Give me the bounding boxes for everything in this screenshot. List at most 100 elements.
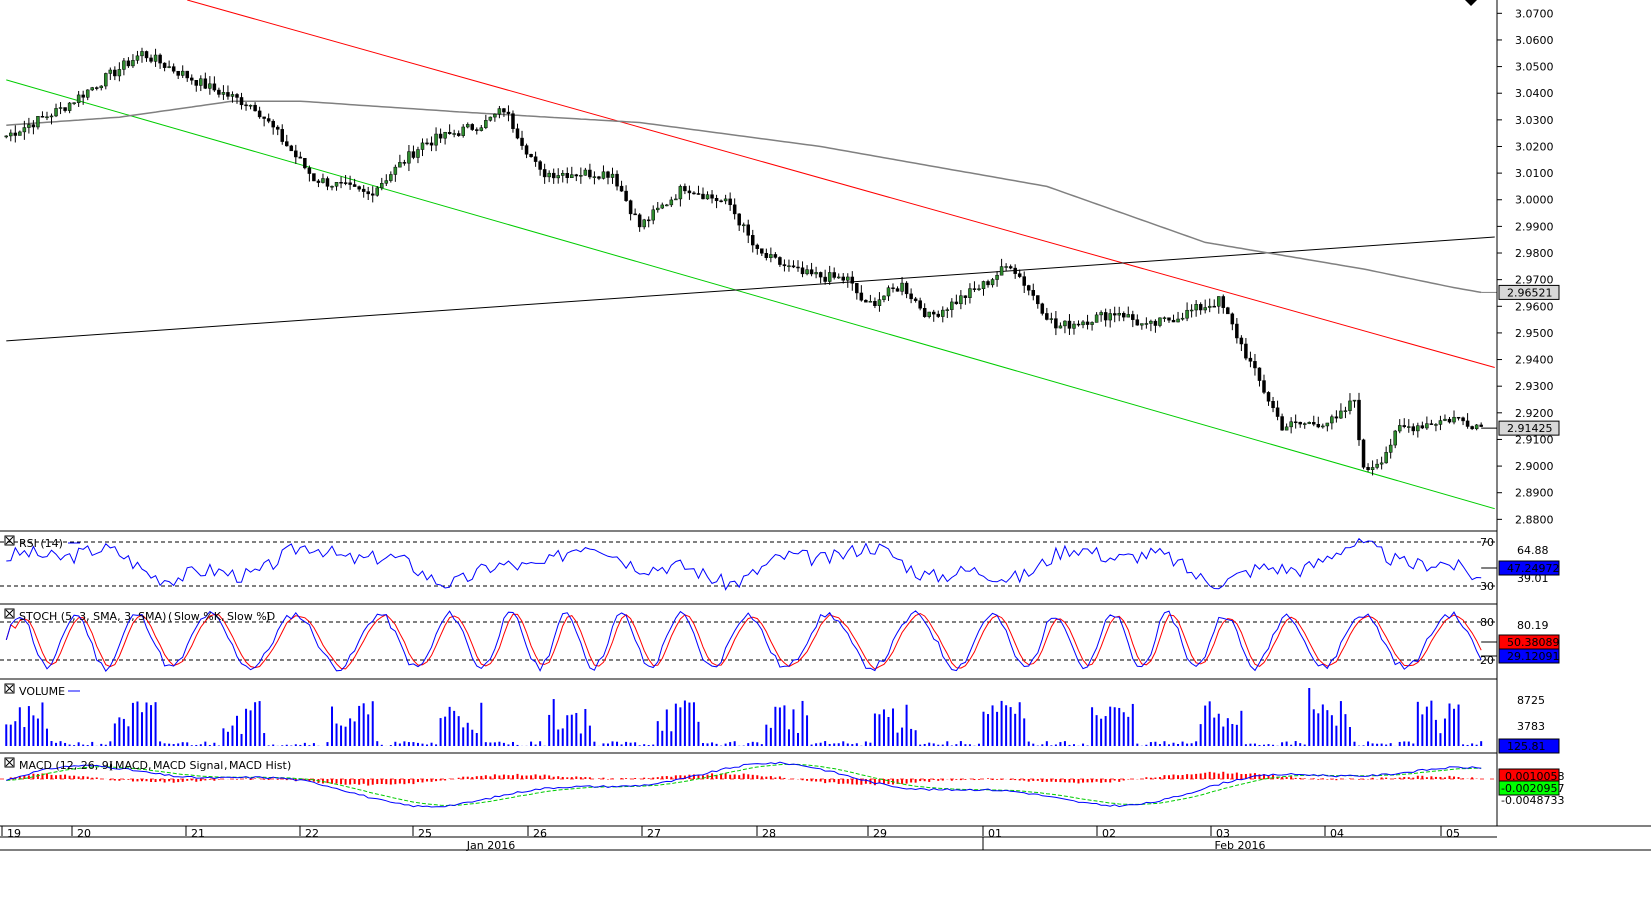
- volume-bar: [1096, 715, 1098, 746]
- candle-body: [1326, 423, 1329, 426]
- macd-hist-bar: [575, 776, 577, 779]
- price-plot-bg: [0, 0, 1497, 530]
- macd-hist-bar: [109, 779, 111, 780]
- candle: [312, 173, 315, 181]
- macd-hist-bar: [1023, 779, 1025, 781]
- macd-hist-bar: [1200, 774, 1202, 779]
- volume-bar: [222, 728, 224, 746]
- macd-hist-bar: [779, 776, 781, 779]
- volume-bar: [679, 707, 681, 746]
- candle-body: [213, 84, 216, 90]
- candle-body: [412, 152, 415, 158]
- candle-body: [968, 289, 971, 298]
- candle-body: [1380, 463, 1383, 464]
- stoch-legend-open: (: [168, 610, 172, 623]
- x-day-label: 05: [1446, 827, 1460, 840]
- macd-hist-bar: [1290, 776, 1292, 779]
- candle-body: [1321, 426, 1324, 427]
- macd-hist-bar: [1118, 779, 1120, 782]
- volume-bar: [1480, 741, 1482, 746]
- candle-body: [656, 208, 659, 210]
- candle-body: [738, 214, 741, 225]
- volume-bar: [1313, 709, 1315, 746]
- candle-body: [1425, 424, 1428, 428]
- candle-body: [493, 114, 496, 117]
- volume-bar: [684, 701, 686, 746]
- volume-bar: [987, 714, 989, 746]
- volume-bar: [842, 741, 844, 746]
- volume-bar: [494, 742, 496, 746]
- candle-body: [1434, 424, 1437, 425]
- volume-bar: [1263, 745, 1265, 746]
- volume-bar: [1050, 745, 1052, 746]
- volume-bar: [1123, 712, 1125, 746]
- volume-bar: [892, 708, 894, 746]
- macd-hist-bar: [1421, 776, 1423, 779]
- candle-body: [1027, 286, 1030, 291]
- macd-hist-bar: [1313, 778, 1315, 779]
- candle-body: [548, 173, 551, 177]
- volume-bar: [204, 742, 206, 746]
- volume-bar: [675, 704, 677, 746]
- macd-hist-bar: [1032, 779, 1034, 781]
- volume-bar: [308, 745, 310, 746]
- candle-body: [955, 302, 958, 304]
- candle-body: [597, 177, 600, 179]
- macd-hist-bar: [55, 775, 57, 779]
- candle-body: [1317, 424, 1320, 427]
- macd-hist-bar: [64, 775, 66, 779]
- macd-hist-bar: [621, 778, 623, 779]
- volume-bar: [553, 699, 555, 746]
- volume-bar: [1222, 727, 1224, 746]
- candle-body: [154, 55, 157, 61]
- volume-bar: [394, 742, 396, 746]
- candle-body: [186, 71, 189, 78]
- candle-body: [1348, 401, 1351, 411]
- y-tick-label: 2.8800: [1515, 513, 1554, 526]
- candle-body: [82, 95, 85, 97]
- volume-bar: [480, 703, 482, 746]
- macd-hist-bar: [489, 776, 491, 779]
- volume-bar: [41, 702, 43, 746]
- volume-bar: [928, 743, 930, 746]
- macd-hist-bar: [856, 779, 858, 785]
- macd-hist-bar: [833, 779, 835, 782]
- volume-bar: [783, 705, 785, 746]
- candle-body: [376, 188, 379, 195]
- volume-bar: [1195, 741, 1197, 746]
- volume-bar: [91, 742, 93, 746]
- macd-hist-bar: [906, 779, 908, 784]
- macd-hist-bar: [625, 778, 627, 779]
- macd-hist-bar: [1096, 779, 1098, 782]
- candle-body: [539, 162, 542, 170]
- macd-hist-bar: [209, 779, 211, 780]
- y-tick-label: 2.9400: [1515, 354, 1554, 367]
- y-tick-label: 3.0100: [1515, 167, 1554, 180]
- candle-body: [204, 79, 207, 89]
- candle-body: [1249, 358, 1252, 361]
- macd-hist-bar: [924, 779, 926, 781]
- candle-body: [1403, 425, 1406, 426]
- candle-body: [987, 281, 990, 284]
- macd-hist-bar: [1444, 777, 1446, 779]
- candle-body: [566, 173, 569, 178]
- candle-body: [421, 143, 424, 150]
- macd-hist-bar: [507, 775, 509, 779]
- volume-bar: [1476, 745, 1478, 746]
- candle-body: [1036, 296, 1039, 304]
- candle-body: [760, 249, 763, 254]
- volume-bar: [1059, 742, 1061, 746]
- candle-body: [611, 174, 614, 177]
- candle-body: [1217, 296, 1220, 306]
- volume-bar: [1163, 741, 1165, 746]
- macd-hist-bar: [928, 779, 930, 782]
- volume-bar: [498, 742, 500, 746]
- y-tick-label: 2.9300: [1515, 380, 1554, 393]
- macd-hist-bar: [512, 775, 514, 779]
- macd-hist-bar: [358, 779, 360, 785]
- candle-body: [426, 143, 429, 144]
- candle-body: [362, 189, 365, 191]
- candle-body: [181, 71, 184, 75]
- macd-hist-bar: [200, 779, 202, 781]
- macd-hist-bar: [87, 777, 89, 779]
